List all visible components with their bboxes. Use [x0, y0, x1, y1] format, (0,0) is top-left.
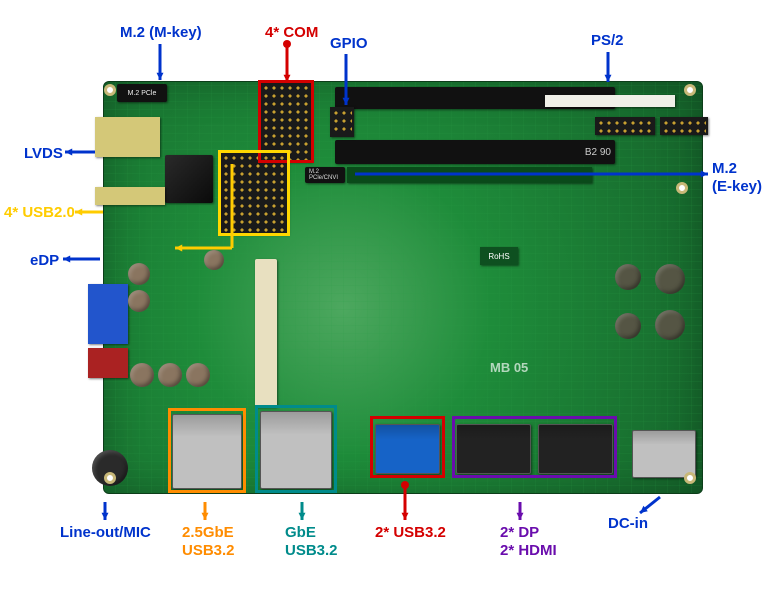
label-ps2: PS/2: [591, 32, 624, 50]
comp-cap2: [128, 290, 150, 312]
label-lineout: Line-out/MIC: [60, 524, 151, 542]
label-dp-hdmi: 2* DP 2* HDMI: [500, 524, 557, 560]
comp-cnvi: M.2 PCle/CNVI: [305, 167, 345, 183]
label-m2-ekey: M.2 (E-key): [712, 160, 762, 196]
comp-cap3: [130, 363, 154, 387]
comp-rohs: RoHS: [480, 247, 518, 265]
comp-sodimm2: B2 90: [335, 140, 615, 164]
comp-m2-pcie: M.2 PCle: [117, 84, 167, 102]
arrow-a-gbe: [299, 502, 306, 520]
comp-cap4: [158, 363, 182, 387]
label-usb2x4: 4* USB2.0: [4, 204, 75, 222]
label-gpio: GPIO: [330, 35, 368, 53]
comp-cap9: [655, 310, 685, 340]
arrow-a-m2mkey: [157, 44, 164, 80]
arrow-a-lineout: [102, 502, 109, 520]
comp-ylw-hdr: [95, 117, 160, 157]
comp-hole1: [104, 84, 116, 96]
comp-cnvi-b: [347, 167, 592, 183]
arrow-a-dcin: [640, 497, 660, 513]
comp-hole5: [676, 182, 688, 194]
arrow-a-ps2: [605, 52, 612, 82]
label-gbe: GbE USB3.2: [285, 524, 338, 560]
comp-cap10: [615, 313, 641, 339]
comp-cap5: [186, 363, 210, 387]
comp-mb05: MB 05: [490, 360, 550, 378]
comp-sata-r: [88, 348, 128, 378]
comp-cap8: [655, 264, 685, 294]
arrow-a-25gbe: [202, 502, 209, 520]
diagram-canvas: M.2 PCleH8 80B2 90M.2 PCle/CNVIRoHSMB 05…: [0, 0, 779, 592]
comp-hole4: [684, 472, 696, 484]
label-usb32x2: 2* USB3.2: [375, 524, 446, 542]
comp-sata: [88, 284, 128, 344]
comp-edp-con: [95, 187, 165, 205]
arrow-a-edp: [63, 256, 100, 263]
comp-cap1: [128, 263, 150, 285]
comp-hole2: [684, 84, 696, 96]
label-com4: 4* COM: [265, 24, 318, 42]
box-b-gbe: [255, 405, 337, 493]
comp-pcie-ed: [255, 259, 277, 407]
comp-cap7: [615, 264, 641, 290]
comp-header4: [595, 117, 655, 135]
comp-header5: [660, 117, 708, 135]
label-edp: eDP: [30, 252, 59, 270]
arrow-a-lvds: [65, 149, 95, 156]
arrow-a-com4: [283, 40, 291, 82]
comp-hole3: [104, 472, 116, 484]
label-25gbe: 2.5GbE USB3.2: [182, 524, 235, 560]
arrow-a-dphdmi: [517, 502, 524, 520]
arrow-a-usb2a: [75, 209, 103, 216]
box-b-dphdmi: [452, 416, 617, 478]
label-dcin: DC-in: [608, 515, 648, 533]
comp-barcode: [545, 95, 675, 107]
label-m2-mkey: M.2 (M-key): [120, 24, 202, 42]
comp-dcjack: [632, 430, 696, 478]
label-lvds: LVDS: [24, 145, 63, 163]
comp-cap6: [204, 250, 224, 270]
comp-header3: [330, 107, 354, 137]
box-b-usb32: [370, 416, 445, 478]
box-b-usb2: [218, 150, 290, 236]
comp-chip1: [165, 155, 213, 203]
box-b-25gbe: [168, 408, 246, 493]
